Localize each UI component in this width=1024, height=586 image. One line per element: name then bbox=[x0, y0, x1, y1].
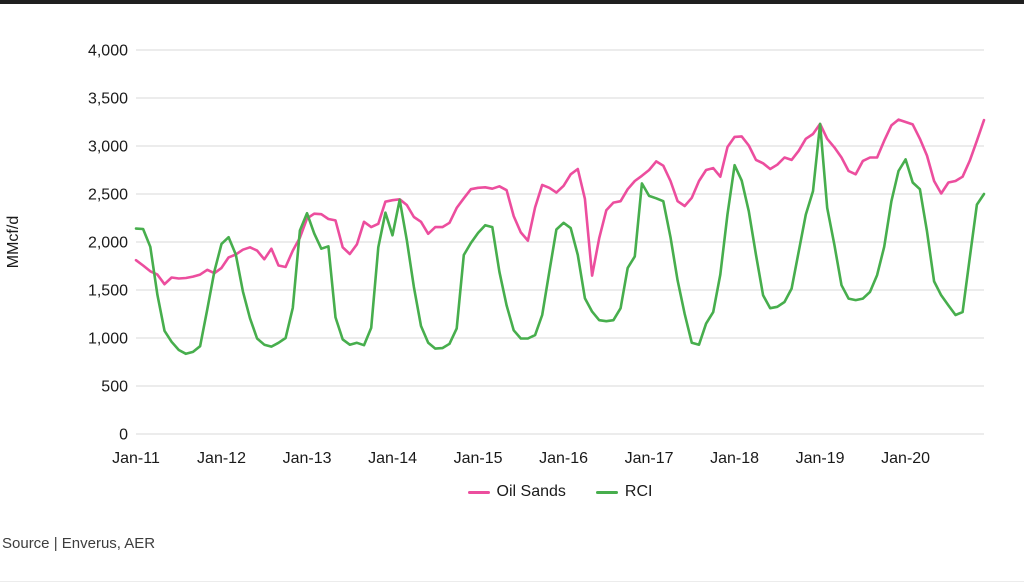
x-tick-label: Jan-19 bbox=[796, 450, 845, 467]
legend-item-oil-sands[interactable]: Oil Sands bbox=[467, 483, 566, 501]
y-tick-label: 4,000 bbox=[88, 43, 128, 60]
series-lines-group bbox=[134, 118, 986, 356]
bottom-border-rule bbox=[0, 581, 1024, 582]
legend-label-rci: RCI bbox=[624, 483, 653, 500]
oil-sands-line bbox=[134, 118, 986, 286]
x-tick-label: Jan-15 bbox=[454, 450, 503, 467]
x-tick-label: Jan-13 bbox=[283, 450, 332, 467]
top-border-rule bbox=[0, 0, 1024, 4]
y-axis-title: MMcf/d bbox=[5, 216, 22, 268]
y-tick-label: 3,000 bbox=[88, 139, 128, 156]
line-chart-plot: MMcf/d 0 500 1,000 1,500 2,000 2,500 3,000 3,50… bbox=[5, 43, 986, 468]
x-tick-label: Jan-20 bbox=[881, 450, 930, 467]
legend: Oil Sands RCI bbox=[136, 481, 984, 503]
x-tick-label: Jan-14 bbox=[368, 450, 417, 467]
source-note: Source | Enverus, AER bbox=[2, 535, 156, 552]
legend-item-rci[interactable]: RCI bbox=[595, 483, 653, 501]
x-tick-label: Jan-16 bbox=[539, 450, 588, 467]
y-tick-label: 500 bbox=[101, 379, 128, 396]
gridlines-group bbox=[136, 49, 984, 435]
y-tick-label: 1,500 bbox=[88, 283, 128, 300]
oil-sands-line-swatch-icon bbox=[467, 490, 490, 494]
y-tick-label: 3,500 bbox=[88, 91, 128, 108]
x-tick-label: Jan-12 bbox=[197, 450, 246, 467]
legend-label-oil-sands: Oil Sands bbox=[496, 483, 566, 500]
axis-labels-group: 0 500 1,000 1,500 2,000 2,500 3,000 3,500 4,000 J… bbox=[88, 43, 930, 468]
x-tick-label: Jan-11 bbox=[112, 450, 160, 467]
y-tick-label: 2,000 bbox=[88, 235, 128, 252]
x-tick-label: Jan-17 bbox=[625, 450, 674, 467]
y-tick-label: 1,000 bbox=[88, 331, 128, 348]
rci-line-swatch-icon bbox=[595, 490, 618, 494]
rci-line bbox=[134, 122, 986, 356]
x-tick-label: Jan-18 bbox=[710, 450, 759, 467]
y-tick-label: 0 bbox=[119, 427, 128, 444]
y-tick-label: 2,500 bbox=[88, 187, 128, 204]
